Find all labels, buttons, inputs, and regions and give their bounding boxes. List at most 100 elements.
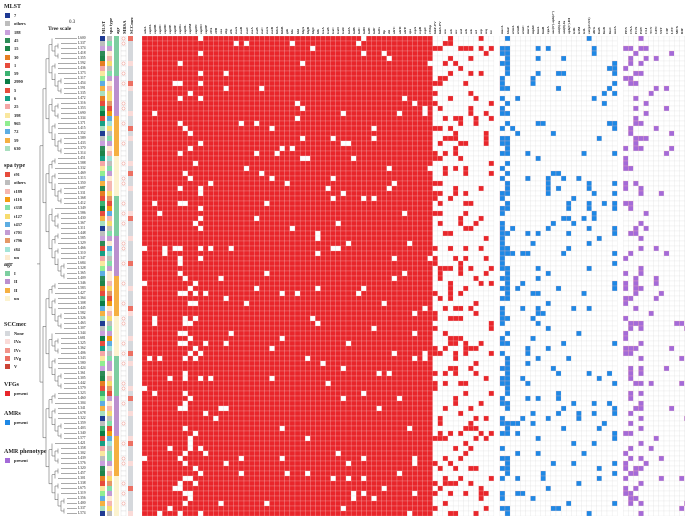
heatmap-cell [152, 421, 157, 426]
heatmap-cell [290, 401, 295, 406]
heatmap-cell [341, 436, 346, 441]
heatmap-cell [183, 486, 188, 491]
heatmap-cell [305, 181, 310, 186]
heatmap-cell [173, 51, 178, 56]
heatmap-cell [178, 261, 183, 266]
heatmap-cell [331, 321, 336, 326]
heatmap-cell [208, 441, 213, 446]
heatmap-cell [198, 161, 203, 166]
strain-label: L364 [78, 296, 86, 300]
heatmap-cell [310, 281, 315, 286]
heatmap-cell [326, 176, 331, 181]
heatmap-cell [295, 381, 300, 386]
heatmap-cell [188, 286, 193, 291]
heatmap-cell [188, 121, 193, 126]
heatmap-cell [183, 146, 188, 151]
heatmap-cell [336, 466, 341, 471]
heatmap-cell [310, 426, 315, 431]
heatmap-cell [157, 136, 162, 141]
heatmap-cell [178, 356, 183, 361]
heatmap-cell [239, 301, 244, 306]
heatmap-cell [208, 246, 213, 251]
heatmap-cell [244, 56, 249, 61]
heatmap-cell [331, 211, 336, 216]
legend-item: 45 [5, 38, 18, 43]
heatmap-cell [219, 511, 224, 516]
heatmap-cell [285, 496, 290, 501]
heatmap-cell [290, 96, 295, 101]
heatmap-cell [310, 271, 315, 276]
heatmap-cell [310, 196, 315, 201]
heatmap-cell [142, 336, 147, 341]
heatmap-cell [249, 381, 254, 386]
heatmap-cell [290, 231, 295, 236]
heatmap-cell [264, 291, 269, 296]
heatmap-cell [331, 466, 336, 471]
heatmap-cell [219, 266, 224, 271]
heatmap-cell [234, 76, 239, 81]
heatmap-cell [264, 331, 269, 336]
heatmap-cell [321, 261, 326, 266]
strain-label: L310 [78, 251, 86, 255]
heatmap-cell [336, 211, 341, 216]
heatmap-cell [219, 71, 224, 76]
heatmap-cell [326, 91, 331, 96]
heatmap-cell [147, 261, 152, 266]
heatmap-cell [300, 431, 305, 436]
heatmap-cell [321, 441, 326, 446]
heatmap-cell [264, 381, 269, 386]
heatmap-cell [178, 506, 183, 511]
heatmap-cell [173, 131, 178, 136]
heatmap-cell [213, 86, 218, 91]
heatmap-cell [326, 506, 331, 511]
heatmap-cell [203, 416, 208, 421]
heatmap-cell [183, 196, 188, 201]
meta-cell [107, 486, 112, 491]
heatmap-cell [295, 161, 300, 166]
heatmap-cell [300, 501, 305, 506]
heatmap-cell [152, 316, 157, 321]
heatmap-cell [346, 181, 351, 186]
heatmap-cell [213, 111, 218, 116]
heatmap-cell [341, 156, 346, 161]
heatmap-cell [198, 261, 203, 266]
heatmap-cell [234, 331, 239, 336]
heatmap-cell [188, 416, 193, 421]
heatmap-cell [147, 341, 152, 346]
heatmap-cell [290, 191, 295, 196]
heatmap-cell [270, 291, 275, 296]
heatmap-cell [254, 316, 259, 321]
heatmap-cell [229, 286, 234, 291]
heatmap-cell [173, 206, 178, 211]
heatmap-cell [219, 241, 224, 246]
heatmap-cell [152, 386, 157, 391]
strain-label: L320 [78, 466, 86, 470]
heatmap-cell [315, 501, 320, 506]
heatmap-cell [249, 471, 254, 476]
heatmap-cell [264, 46, 269, 51]
heatmap-cell [152, 266, 157, 271]
heatmap-cell [336, 401, 341, 406]
heatmap-cell [152, 326, 157, 331]
heatmap-cell [208, 431, 213, 436]
heatmap-cell [213, 356, 218, 361]
heatmap-cell [168, 311, 173, 316]
heatmap-cell [305, 416, 310, 421]
strain-label: L328 [78, 266, 86, 270]
heatmap-cell [229, 396, 234, 401]
meta-cell [107, 366, 112, 371]
heatmap-cell [188, 86, 193, 91]
heatmap-cell [285, 461, 290, 466]
meta-cell [107, 321, 112, 326]
heatmap-cell [249, 361, 254, 366]
gene-heatmap [142, 36, 685, 516]
heatmap-cell [331, 331, 336, 336]
heatmap-cell [295, 146, 300, 151]
heatmap-cell [295, 56, 300, 61]
heatmap-cell [254, 406, 259, 411]
heatmap-cell [229, 51, 234, 56]
heatmap-cell [346, 206, 351, 211]
meta-cell [100, 511, 105, 516]
meta-cell [107, 161, 112, 166]
meta-cell [107, 46, 112, 51]
